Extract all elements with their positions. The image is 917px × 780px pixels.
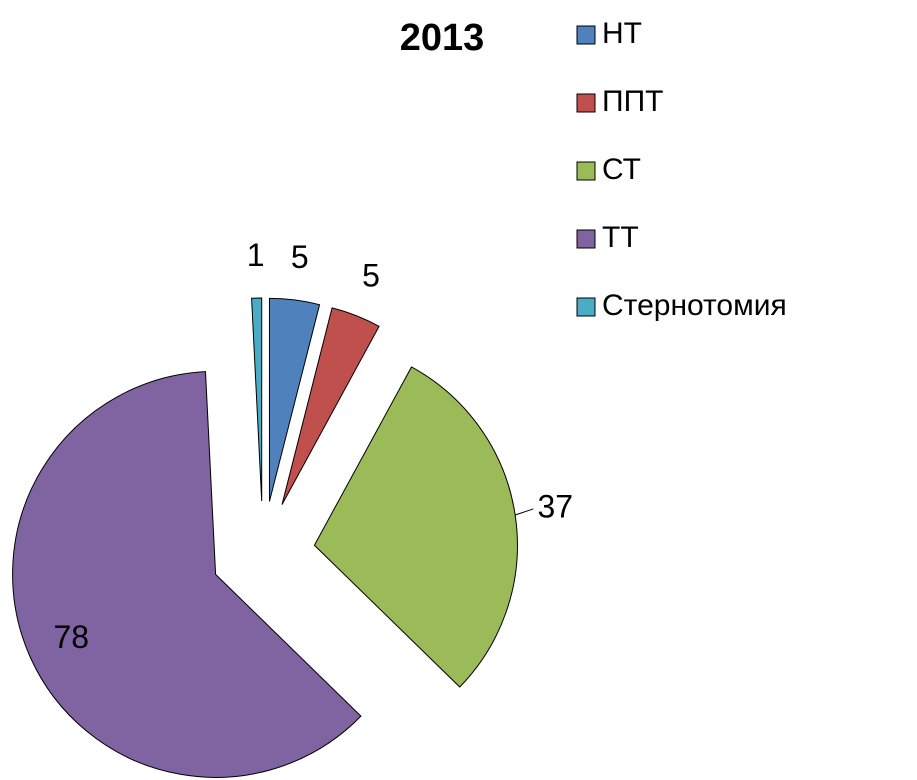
data-label: 1 bbox=[247, 237, 265, 273]
pie-slice bbox=[12, 371, 362, 778]
legend-label: СТ bbox=[602, 153, 641, 186]
legend-label: Стернотомия bbox=[602, 289, 787, 322]
pie-slice bbox=[268, 297, 321, 502]
data-label: 5 bbox=[291, 239, 309, 275]
legend-swatch bbox=[576, 229, 596, 249]
pie-slice bbox=[251, 297, 263, 502]
leader-line bbox=[514, 508, 534, 516]
pie-slice bbox=[281, 307, 380, 505]
pie-slice bbox=[313, 366, 518, 688]
legend-swatch bbox=[576, 25, 596, 45]
data-label: 78 bbox=[53, 619, 89, 655]
data-label: 37 bbox=[538, 488, 574, 524]
data-label: 5 bbox=[362, 257, 380, 293]
legend-swatch bbox=[576, 93, 596, 113]
legend-swatch bbox=[576, 161, 596, 181]
legend-label: НТ bbox=[602, 17, 642, 50]
legend-label: ТТ bbox=[602, 221, 639, 254]
chart-title: 2013 bbox=[400, 17, 485, 59]
legend-label: ППТ bbox=[602, 85, 663, 118]
legend-swatch bbox=[576, 297, 596, 317]
